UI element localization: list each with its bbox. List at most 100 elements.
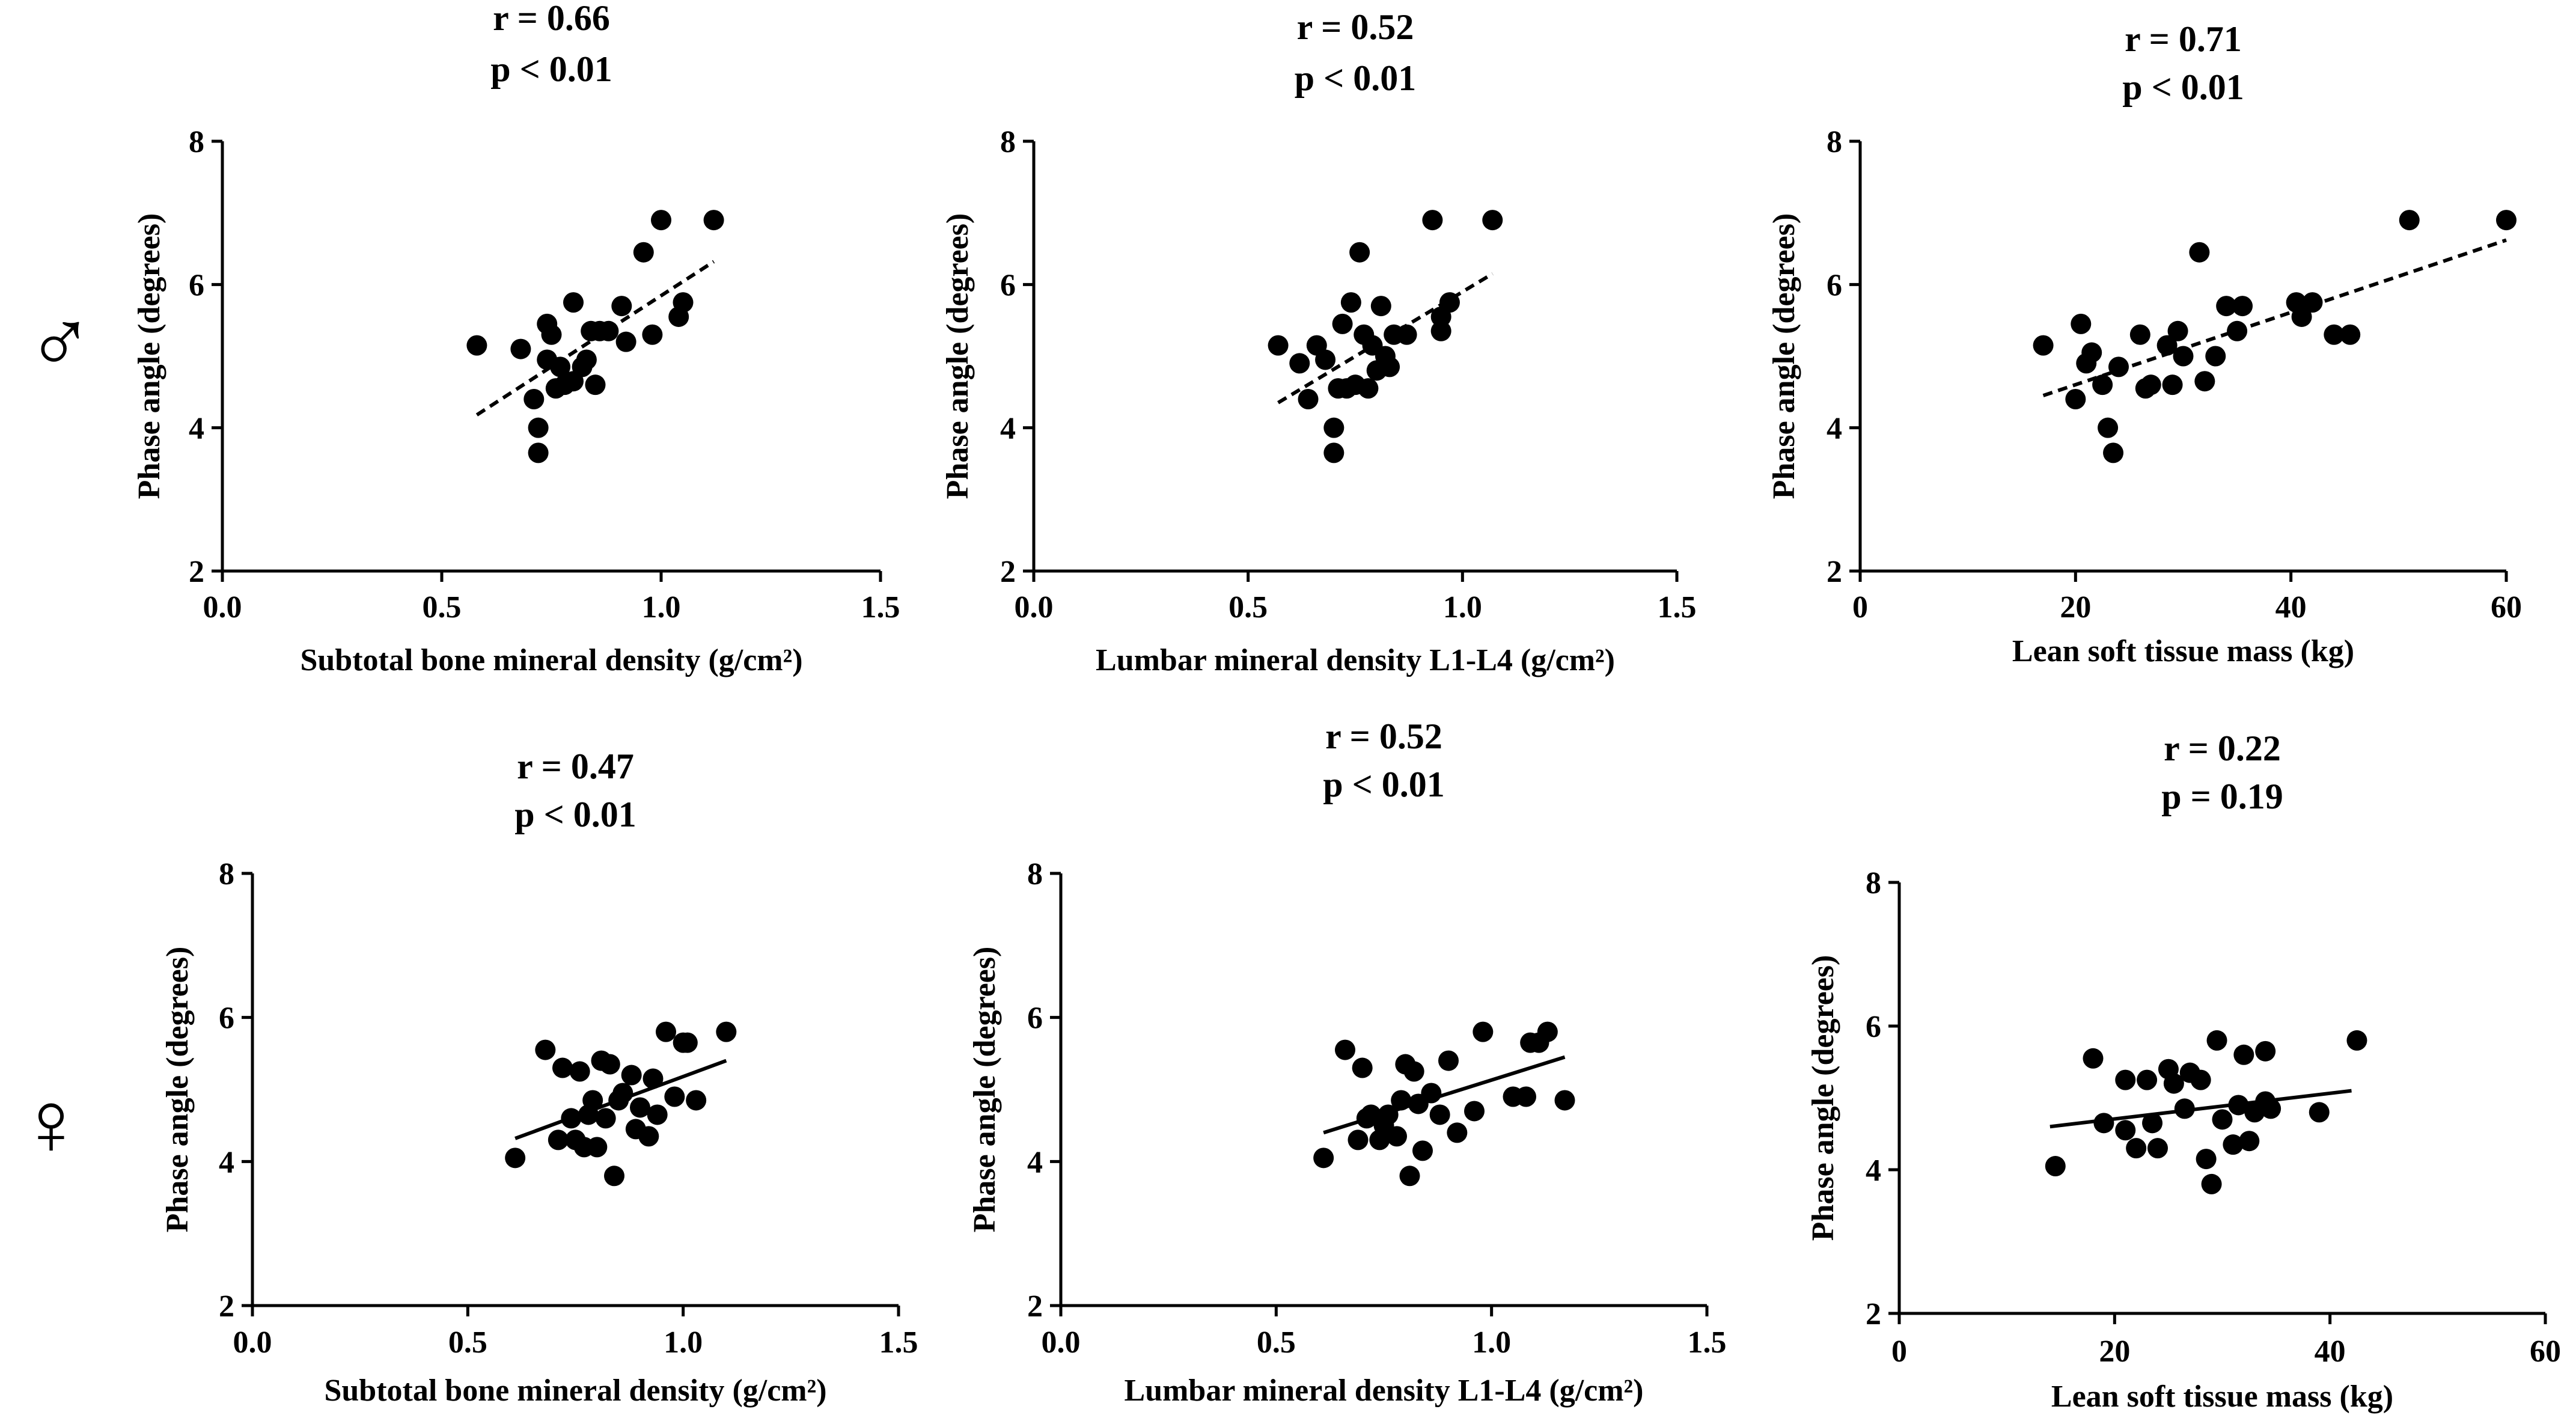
scatter-panel-2: 0.0 0.5 1.0 1.5 2 4 6 8 Lumbar mineral density L… [941, 7, 1697, 677]
data-point [1422, 210, 1443, 231]
data-point [2140, 374, 2161, 396]
x-axis-title: Subtotal bone mineral density (g/cm²) [324, 1374, 826, 1408]
x-tick-label: 0.5 [423, 590, 462, 625]
x-axis-title: Lumbar mineral density L1-L4 (g/cm²) [1125, 1374, 1644, 1408]
data-point [615, 331, 636, 352]
y-tick-label: 2 [1827, 555, 1842, 589]
data-point [1315, 349, 1336, 370]
data-point [2156, 335, 2178, 356]
y-tick-label: 4 [219, 1145, 234, 1179]
data-point [2232, 296, 2253, 317]
data-point [1323, 417, 1344, 438]
r-value-label: r = 0.52 [1325, 717, 1442, 756]
x-tick-label: 0.0 [1042, 1325, 1081, 1360]
y-tick-label: 4 [1027, 1145, 1043, 1179]
data-point [2129, 324, 2150, 345]
data-point [2233, 1044, 2254, 1065]
data-point [2065, 389, 2086, 409]
data-point [1403, 1061, 1424, 1082]
male-symbol-label: ♂ [26, 293, 94, 393]
y-tick-label: 8 [189, 125, 204, 159]
data-point [541, 324, 562, 345]
data-point [1335, 1039, 1355, 1060]
data-point [1352, 1057, 1373, 1078]
data-point [2346, 1030, 2367, 1051]
y-axis-title: Phase angle (degrees) [160, 947, 195, 1233]
data-point [550, 356, 571, 377]
x-tick-label: 1.5 [1658, 590, 1697, 625]
data-point [716, 1021, 737, 1042]
x-tick-label: 20 [2060, 590, 2091, 625]
data-point [2083, 1048, 2104, 1069]
data-point [642, 324, 663, 345]
scatter-panel-5: 0.0 0.5 1.0 1.5 2 4 6 8 Lumbar mineral density L… [968, 717, 1727, 1408]
data-point [647, 1104, 668, 1125]
scatter-panel-4: 0.0 0.5 1.0 1.5 2 4 6 8 Subtotal bone mineral de… [160, 747, 918, 1408]
r-value-label: r = 0.52 [1297, 7, 1414, 47]
data-point [2190, 1069, 2211, 1090]
data-point [1516, 1086, 1536, 1107]
scatter-panel-6: 0 20 40 60 2 4 6 8 Lean soft tissue mass (kg) Pha… [1806, 729, 2561, 1414]
y-tick-label: 8 [219, 857, 234, 891]
x-tick-label: 60 [2530, 1334, 2561, 1369]
x-tick-label: 0.5 [1228, 590, 1268, 625]
data-point [582, 1090, 603, 1111]
data-point [1399, 1166, 1420, 1187]
p-value-label: p < 0.01 [514, 795, 636, 834]
data-point [466, 335, 487, 356]
data-point [1421, 1083, 1442, 1104]
data-point [2163, 1073, 2184, 1094]
r-value-label: r = 0.66 [493, 0, 610, 38]
data-point [630, 1097, 650, 1118]
data-point [1298, 389, 1319, 409]
data-point [1313, 1147, 1334, 1169]
data-point [1289, 353, 1310, 374]
r-value-label: r = 0.47 [517, 747, 634, 786]
data-point [2496, 210, 2516, 231]
data-point [1554, 1090, 1575, 1111]
data-point [510, 338, 531, 359]
data-point [1340, 292, 1361, 313]
data-point [1332, 313, 1353, 334]
data-point [2137, 1069, 2158, 1090]
data-point [2223, 1134, 2244, 1155]
x-tick-label: 1.5 [879, 1325, 918, 1360]
data-point [2092, 374, 2113, 396]
data-point [1391, 1090, 1412, 1111]
data-point [651, 210, 671, 231]
x-tick-label: 1.0 [664, 1325, 703, 1360]
y-tick-label: 8 [1027, 857, 1043, 891]
x-tick-label: 40 [2275, 590, 2307, 625]
data-point [2228, 1095, 2249, 1116]
p-value-label: p < 0.01 [2122, 67, 2244, 107]
data-point [2142, 1113, 2163, 1134]
data-point [585, 374, 606, 396]
y-axis-title: Phase angle (degrees) [968, 947, 1002, 1233]
data-point [2196, 1149, 2217, 1170]
y-axis-title: Phase angle (degrees) [1806, 955, 1840, 1241]
data-point [2173, 346, 2194, 367]
data-point [2340, 324, 2361, 345]
x-tick-label: 0 [1852, 590, 1868, 625]
data-point [633, 242, 654, 263]
x-axis-title: Subtotal bone mineral density (g/cm²) [300, 643, 802, 677]
y-tick-label: 6 [1827, 268, 1842, 302]
data-point [2071, 313, 2092, 334]
data-point [1429, 1104, 1450, 1125]
data-point [1473, 1021, 1494, 1042]
data-point [2098, 417, 2119, 438]
y-tick-label: 4 [1827, 412, 1842, 446]
x-tick-label: 1.0 [1472, 1325, 1511, 1360]
y-tick-label: 6 [189, 268, 204, 302]
data-point [2212, 1109, 2233, 1130]
y-tick-label: 8 [1000, 125, 1016, 159]
p-value-label: p = 0.19 [2161, 777, 2283, 816]
data-point [1430, 320, 1451, 341]
y-tick-label: 6 [1866, 1010, 1881, 1044]
female-symbol-label: ♀ [17, 1074, 85, 1174]
y-tick-label: 6 [1027, 1001, 1043, 1036]
x-axis-title: Lumbar mineral density L1-L4 (g/cm²) [1096, 643, 1615, 677]
data-point [2309, 1102, 2330, 1123]
x-tick-label: 60 [2491, 590, 2522, 625]
data-point [2239, 1131, 2260, 1152]
